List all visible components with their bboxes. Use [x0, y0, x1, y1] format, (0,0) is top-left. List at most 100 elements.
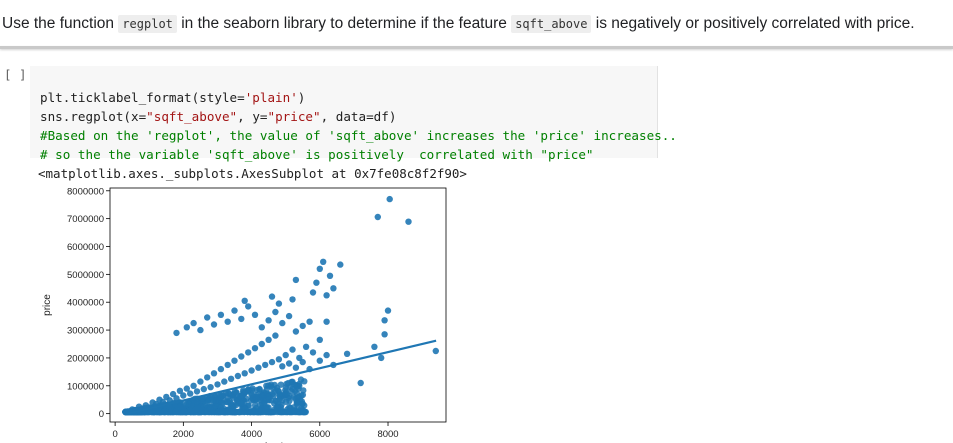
- scatter-point: [245, 303, 252, 310]
- scatter-point: [374, 213, 381, 221]
- scatter-point: [258, 340, 265, 348]
- scatter-point: [173, 329, 180, 337]
- scatter-point: [316, 357, 323, 364]
- code-cell[interactable]: [ ] plt.ticklabel_format(style='plain') …: [0, 62, 953, 162]
- scatter-point: [210, 321, 218, 328]
- scatter-dense-point: [250, 408, 257, 416]
- scatter-dense-point: [212, 397, 219, 404]
- scatter-point: [282, 351, 289, 359]
- scatter-point: [204, 314, 211, 321]
- scatter-dense-point: [270, 392, 277, 400]
- scatter-dense-point: [242, 405, 249, 413]
- scatter-dense-point: [239, 392, 246, 399]
- scatter-point: [224, 318, 231, 325]
- scatter-point: [316, 336, 323, 343]
- markdown-cell: Use the function regplot in the seaborn …: [0, 0, 953, 49]
- code-comment-line-1: #Based on the 'regplot', the value of 's…: [40, 128, 677, 143]
- scatter-dense-point: [278, 408, 285, 416]
- code-editor[interactable]: plt.ticklabel_format(style='plain') sns.…: [30, 66, 677, 162]
- scatter-point: [251, 345, 259, 352]
- code-line-2: sns.regplot(x="sqft_above", y="price", d…: [40, 109, 397, 124]
- scatter-dense-point: [273, 397, 281, 404]
- scatter-point: [320, 258, 327, 265]
- scatter-point: [279, 363, 286, 370]
- scatter-point: [343, 350, 351, 357]
- scatter-point: [234, 372, 242, 380]
- cell-divider: [0, 46, 953, 49]
- scatter-point: [210, 370, 218, 377]
- scatter-point: [197, 378, 204, 385]
- scatter-dense-point: [290, 393, 297, 400]
- scatter-dense-point: [217, 408, 225, 416]
- scatter-dense-point: [192, 406, 200, 413]
- scatter-dense-point: [227, 399, 234, 407]
- code-line-1: plt.ticklabel_format(style='plain'): [40, 90, 306, 105]
- scatter-point: [275, 300, 283, 307]
- scatter-point: [405, 218, 412, 225]
- plot-frame: [109, 187, 447, 423]
- scatter-point: [337, 261, 344, 268]
- scatter-point: [262, 361, 269, 369]
- scatter-point: [187, 390, 194, 397]
- scatter-point: [255, 364, 262, 371]
- y-tick-label: 1000000: [67, 381, 104, 392]
- scatter-dense-point: [230, 394, 237, 401]
- scatter-point: [207, 384, 214, 391]
- scatter-point: [258, 324, 265, 331]
- y-axis-label: price: [42, 294, 53, 316]
- scatter-point: [289, 296, 296, 303]
- scatter-point: [292, 364, 300, 371]
- scatter-point: [173, 395, 180, 402]
- y-tick-label: 6000000: [67, 242, 104, 253]
- inline-code-regplot: regplot: [118, 15, 177, 33]
- code-lines: plt.ticklabel_format(style='plain') sns.…: [40, 69, 677, 164]
- x-tick-label: 0: [112, 429, 117, 440]
- scatter-point: [306, 318, 313, 325]
- scatter-point: [357, 379, 364, 387]
- run-cell-button[interactable]: [ ]: [4, 67, 27, 82]
- scatter-point: [193, 388, 201, 395]
- y-tick-label: 5000000: [67, 270, 104, 281]
- scatter-point: [313, 279, 320, 286]
- scatter-point: [285, 312, 293, 320]
- scatter-point: [197, 326, 204, 334]
- scatter-dense-point: [249, 385, 256, 392]
- scatter-dense-point: [293, 398, 301, 406]
- scatter-point: [316, 265, 323, 272]
- scatter-point: [224, 361, 231, 369]
- scatter-point: [183, 385, 190, 392]
- regplot-chart: 0 1000000 2000000 3000000 4000000 5000000 6000…: [42, 186, 447, 443]
- scatter-dense-point: [266, 408, 274, 416]
- y-tick-label: 8000000: [67, 186, 104, 197]
- scatter-point: [183, 324, 190, 331]
- scatter-point: [265, 336, 272, 343]
- scatter-point: [432, 347, 439, 355]
- scatter-point: [326, 272, 334, 279]
- scatter-point: [275, 356, 283, 363]
- scatter-dense-point: [231, 408, 238, 416]
- scatter-dense-point: [176, 403, 183, 411]
- scatter-point: [292, 276, 300, 284]
- scatter-point: [200, 385, 207, 393]
- scatter-point: [299, 322, 306, 330]
- scatter-point: [180, 392, 187, 399]
- scatter-point: [323, 351, 330, 359]
- scatter-point: [289, 346, 296, 353]
- regression-line: [124, 339, 437, 416]
- scatter-dense-point: [300, 408, 307, 416]
- scatter-point: [241, 297, 248, 304]
- y-tick-label: 4000000: [67, 298, 104, 309]
- scatter-dense-point: [204, 398, 211, 406]
- y-tick-label: 0: [99, 409, 104, 420]
- x-tick-label: 8000: [377, 429, 398, 440]
- y-tick-label: 2000000: [67, 353, 104, 364]
- scatter-dense-point: [264, 393, 272, 400]
- scatter-point: [238, 353, 245, 360]
- markdown-text-suffix: is negatively or positively correlated w…: [591, 15, 915, 32]
- scatter-point: [381, 331, 388, 338]
- scatter-point: [309, 349, 317, 356]
- scatter-dense-point: [290, 407, 298, 414]
- scatter-point: [279, 319, 286, 327]
- scatter-dense-point: [207, 405, 214, 412]
- scatter-point: [268, 293, 276, 300]
